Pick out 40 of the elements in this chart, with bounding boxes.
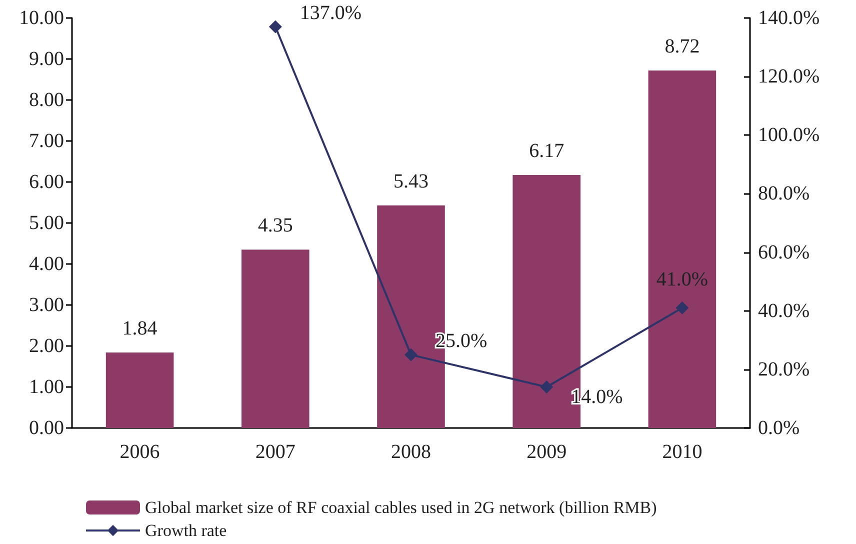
data-label: 8.72 xyxy=(664,35,700,58)
y-tick-label: 3.00 xyxy=(29,294,64,316)
y-tick-label: 0.00 xyxy=(29,417,64,439)
legend-label: Growth rate xyxy=(145,521,227,540)
point xyxy=(404,348,418,362)
y-tick-label: 8.00 xyxy=(29,89,64,111)
y2-tick-label: 120.0% xyxy=(758,66,820,88)
data-label: 41.0% xyxy=(656,268,708,290)
data-label: 137.0% xyxy=(300,2,362,24)
x-tick-label: 2010 xyxy=(662,441,702,463)
legend-label: Global market size of RF coaxial cables used in 2G network (billion RMB) xyxy=(145,498,657,517)
point xyxy=(540,380,554,394)
x-tick-label: 2009 xyxy=(526,441,567,463)
y-tick-label: 2.00 xyxy=(29,335,64,357)
bar xyxy=(106,352,174,428)
y-tick-label: 6.00 xyxy=(29,171,64,193)
y2-tick-label: 40.0% xyxy=(758,300,810,322)
y-tick-label: 1.00 xyxy=(29,376,64,398)
y-tick-label: 4.00 xyxy=(29,253,64,275)
x-tick-label: 2006 xyxy=(120,441,160,463)
data-label: 4.35 xyxy=(258,214,293,237)
y-tick-label: 9.00 xyxy=(29,48,64,70)
y2-tick-label: 100.0% xyxy=(758,124,820,146)
y2-tick-label: 80.0% xyxy=(758,182,810,205)
point xyxy=(676,301,689,314)
y-tick-label: 5.00 xyxy=(29,212,64,234)
x-tick-label: 2008 xyxy=(391,441,431,463)
y2-tick-label: 0.0% xyxy=(758,417,800,439)
y-tick-label: 10.00 xyxy=(19,7,64,29)
data-label: 1.84 xyxy=(122,318,158,340)
point xyxy=(268,20,282,34)
x-tick-label: 2007 xyxy=(255,441,296,463)
bar xyxy=(242,250,310,428)
y-tick-label: 7.00 xyxy=(29,130,64,152)
data-label: 5.43 xyxy=(394,170,428,192)
y2-tick-label: 140.0% xyxy=(758,7,820,29)
data-label: 6.17 xyxy=(529,140,564,162)
y2-tick-label: 20.0% xyxy=(758,358,810,380)
y2-tick-label: 60.0% xyxy=(758,241,810,264)
bar xyxy=(648,70,716,428)
